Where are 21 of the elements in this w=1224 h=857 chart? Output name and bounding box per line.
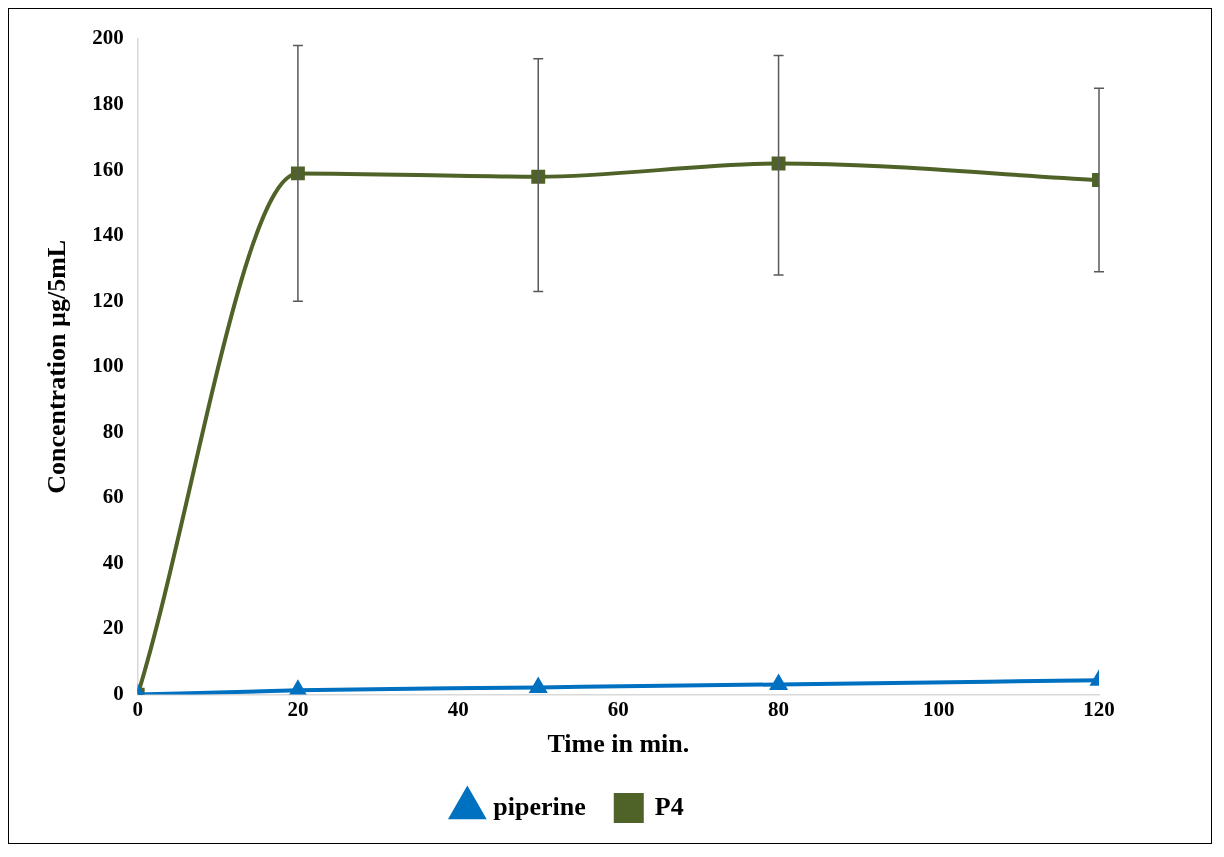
- x-tick-label: 120: [1083, 696, 1115, 721]
- legend-label: piperine: [493, 791, 586, 821]
- x-tick-label: 0: [132, 696, 143, 721]
- y-tick-label: 140: [92, 222, 124, 247]
- x-tick-label: 80: [768, 696, 790, 721]
- x-tick-label: 40: [447, 696, 469, 721]
- y-tick-label: 80: [102, 418, 124, 443]
- y-tick-label: 20: [102, 615, 124, 640]
- y-axis-title: Concentration µg/5mL: [42, 239, 72, 494]
- y-tick-label: 40: [102, 549, 124, 574]
- y-tick-label: 180: [92, 90, 124, 115]
- legend-label: P4: [654, 791, 684, 821]
- y-tick-label: 160: [92, 156, 124, 181]
- x-axis-title: Time in min.: [547, 729, 690, 759]
- y-tick-label: 60: [102, 484, 124, 509]
- x-tick-label: 100: [923, 696, 955, 721]
- y-tick-label: 100: [92, 353, 124, 378]
- y-tick-label: 200: [92, 25, 124, 50]
- x-tick-label: 60: [607, 696, 629, 721]
- x-tick-label: 20: [287, 696, 309, 721]
- y-tick-label: 120: [92, 287, 124, 312]
